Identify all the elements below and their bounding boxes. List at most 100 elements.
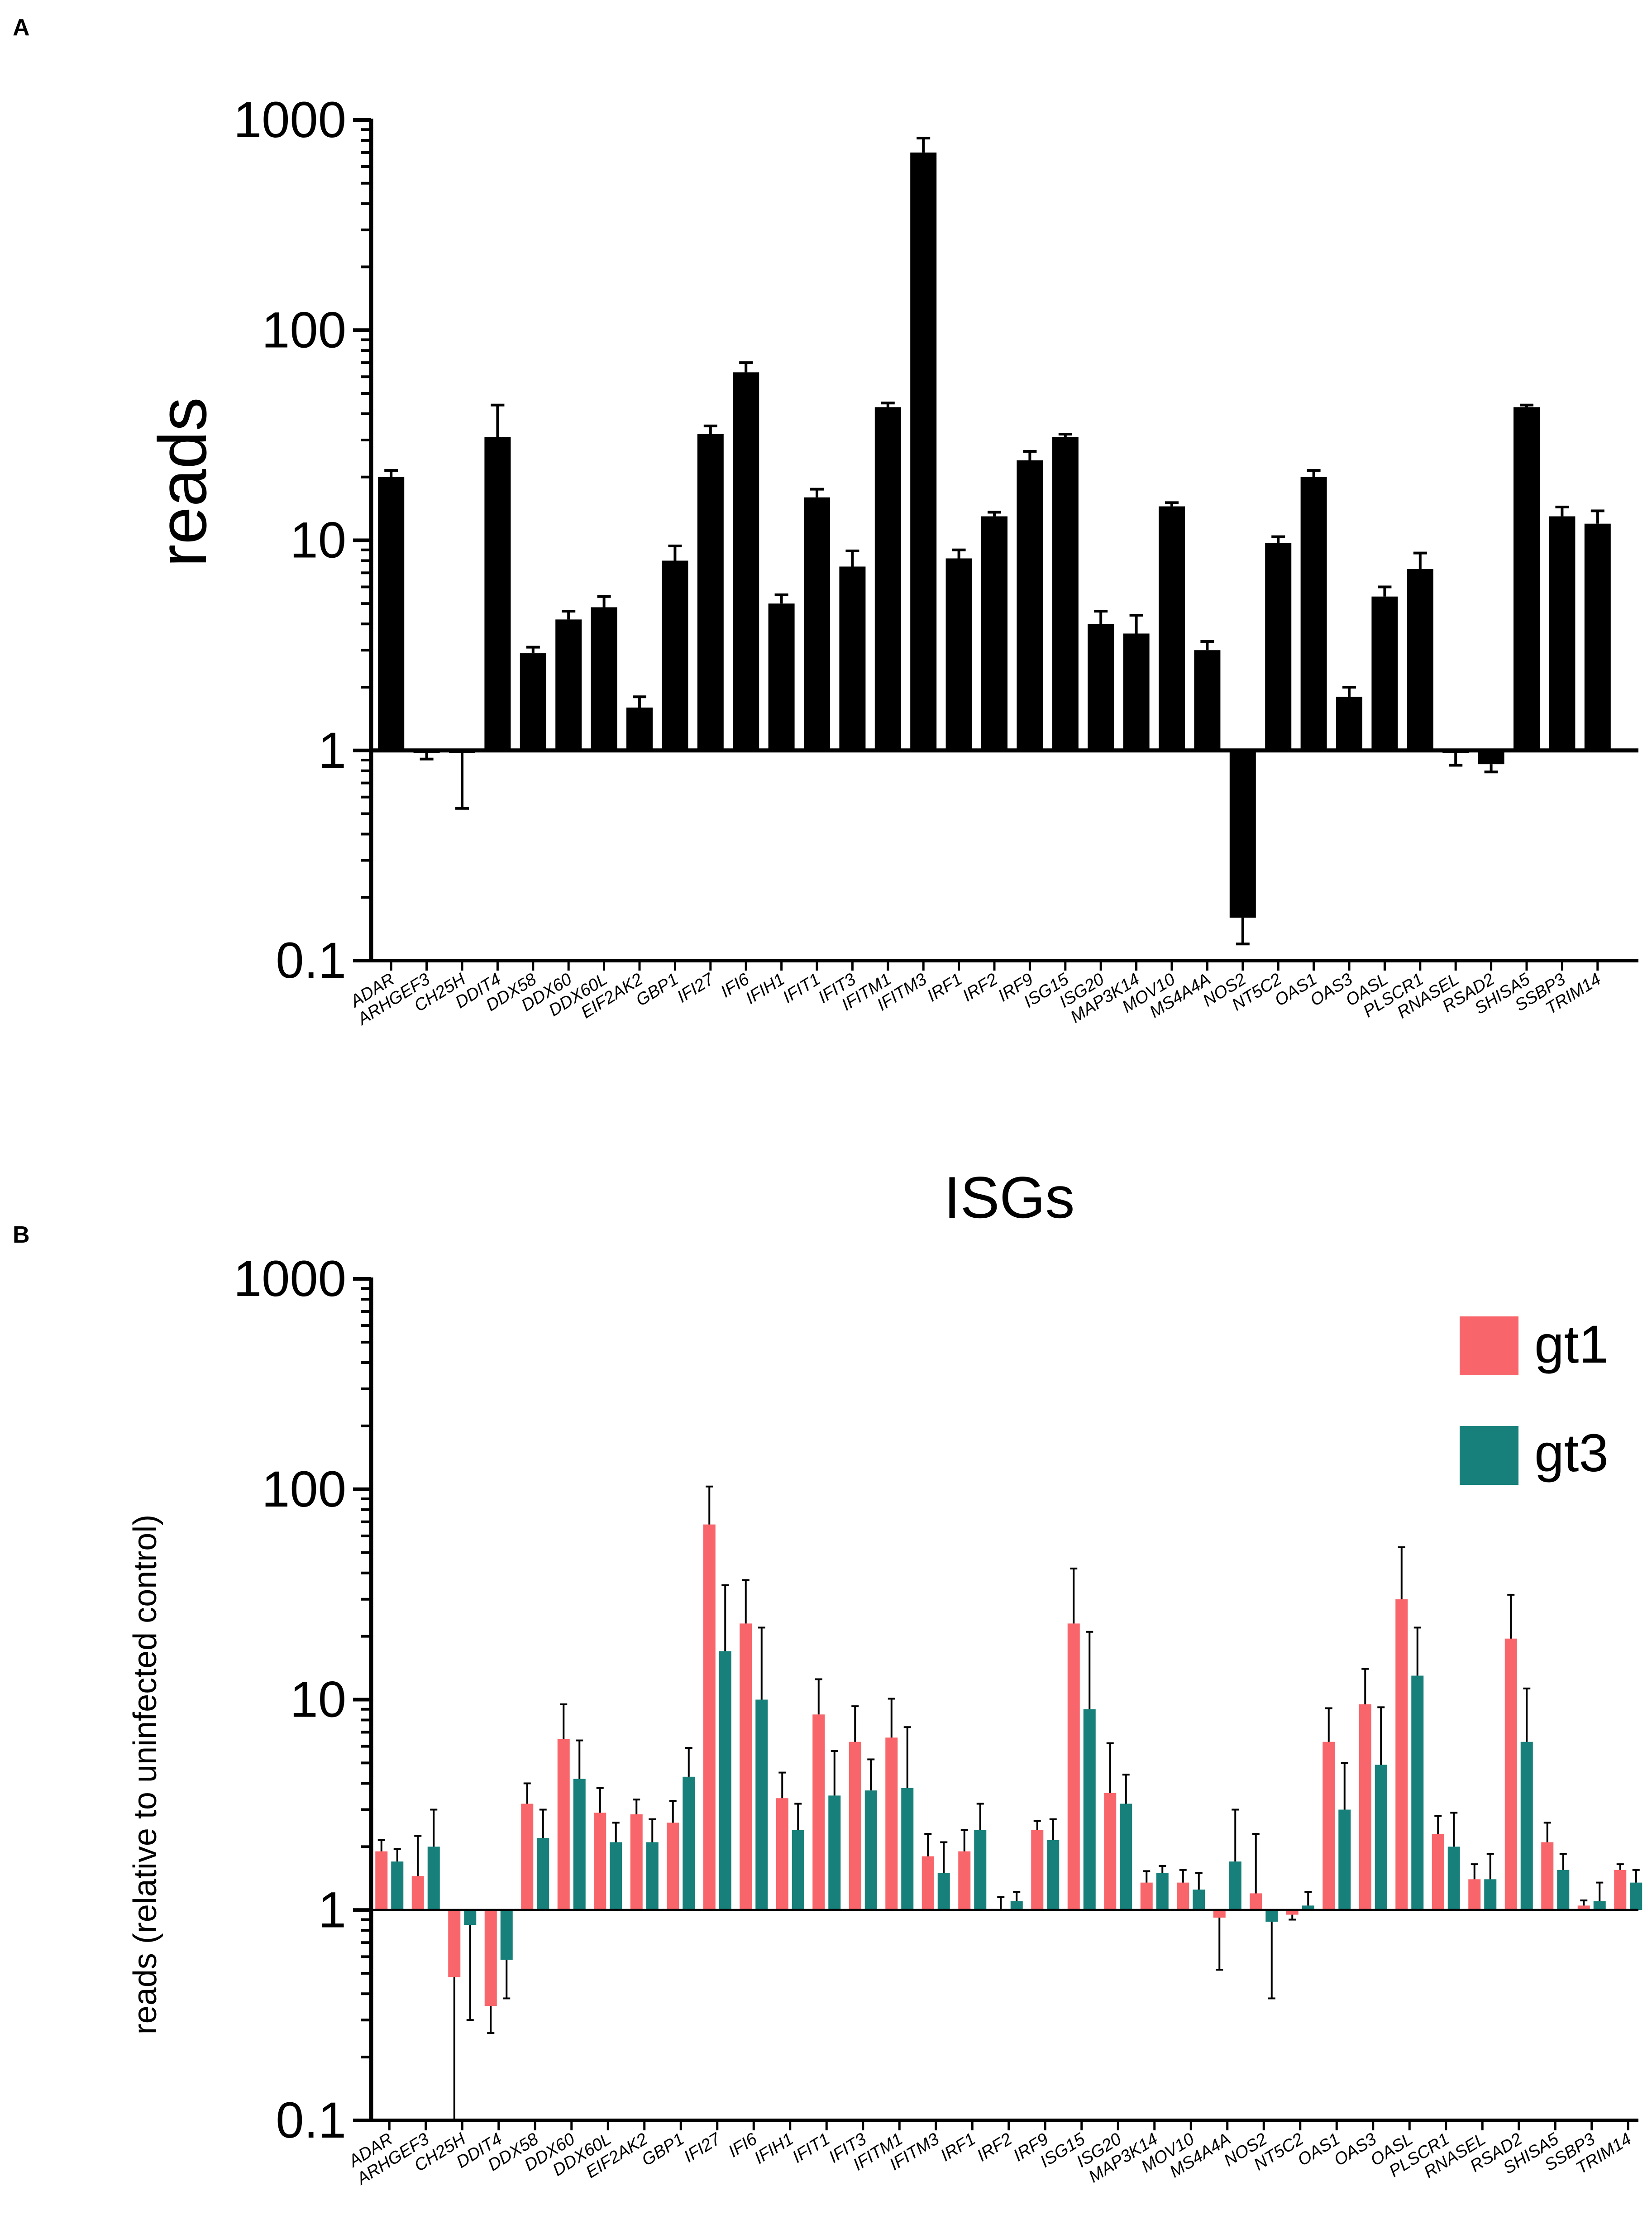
bar-b-gt1-IFITM3 [921, 1856, 934, 1910]
bar-a-reads-IFIH1 [768, 603, 795, 751]
bar-a-reads-DDIT4 [484, 437, 511, 751]
bar-a-reads-MOV10 [1159, 506, 1185, 751]
y-tick-label: 1 [318, 1881, 346, 1938]
bar-a-reads-IFIT3 [839, 566, 866, 751]
bar-b-gt1-CH25H [448, 1910, 461, 1977]
bar-b-gt3-IFIT3 [864, 1790, 877, 1910]
bar-b-gt3-SHISA5 [1557, 1870, 1570, 1910]
legend-label-gt1: gt1 [1534, 1315, 1609, 1374]
panel-b-y-axis-label: reads (relative to uninfected control) [127, 1515, 163, 2035]
bar-b-gt1-IFIT1 [812, 1714, 825, 1910]
x-tick-label-OAS3: OAS3 [1331, 2129, 1380, 2170]
bar-b-gt1-IRF9 [1031, 1830, 1044, 1910]
bar-b-gt3-SSBP3 [1593, 1901, 1606, 1910]
panel-b-title: ISGs [944, 1164, 1075, 1230]
bar-b-gt1-DDX58 [521, 1804, 534, 1910]
y-tick-label: 1000 [234, 1250, 346, 1307]
bar-b-gt3-OASL [1411, 1675, 1424, 1910]
bar-b-gt3-DDX60L [610, 1842, 622, 1910]
bar-a-reads-IFI27 [697, 434, 724, 751]
bar-a-reads-SHISA5 [1514, 407, 1540, 751]
bar-b-gt3-IFITM3 [937, 1873, 950, 1910]
panel-a-plot: 0.11101001000ADARARHGEF3CH25HDDIT4DDX58D… [234, 91, 1638, 1029]
bar-b-gt3-MS4A4A [1229, 1861, 1241, 1910]
bar-b-gt3-GBP1 [683, 1776, 695, 1910]
bar-b-gt3-CH25H [464, 1910, 477, 1925]
bar-b-gt3-DDIT4 [500, 1910, 513, 1960]
bar-b-gt3-MOV10 [1193, 1890, 1205, 1910]
bar-b-gt1-ARHGEF3 [411, 1876, 424, 1910]
bar-b-gt3-EIF2AK2 [646, 1842, 659, 1910]
bar-b-gt1-OAS1 [1323, 1741, 1335, 1910]
bar-b-gt1-DDIT4 [484, 1910, 497, 2006]
bar-a-reads-DDX58 [520, 653, 546, 751]
bar-b-gt1-NOS2 [1250, 1893, 1262, 1910]
bar-b-gt3-IRF1 [974, 1830, 987, 1910]
bar-b-gt1-OAS3 [1359, 1704, 1371, 1910]
panel-a-y-axis-label: reads [144, 397, 220, 567]
bar-b-gt3-IFIT1 [828, 1795, 841, 1910]
bar-b-gt1-NT5C2 [1286, 1910, 1299, 1915]
bar-a-reads-NT5C2 [1265, 543, 1292, 751]
bar-b-gt3-ISG20 [1120, 1804, 1132, 1910]
bar-b-gt1-RSAD2 [1504, 1638, 1517, 1910]
legend-label-gt3: gt3 [1534, 1423, 1609, 1483]
bar-b-gt3-NOS2 [1265, 1910, 1278, 1922]
bar-b-gt1-PLSCR1 [1432, 1834, 1444, 1910]
bar-b-gt3-IFI6 [755, 1699, 768, 1910]
y-tick-label: 100 [262, 1461, 346, 1517]
bar-a-reads-IRF1 [945, 558, 972, 751]
panel-b-label: B [13, 1222, 30, 1248]
bar-b-gt1-IFIT3 [849, 1741, 861, 1910]
bar-a-reads-GBP1 [662, 560, 688, 751]
bar-a-reads-ISG15 [1052, 437, 1079, 751]
bar-a-reads-SSBP3 [1549, 516, 1576, 751]
x-tick-label-IRF2: IRF2 [960, 970, 1001, 1005]
bar-a-reads-MAP3K14 [1123, 633, 1150, 751]
bar-a-reads-OASL [1371, 596, 1398, 751]
bar-b-gt3-MAP3K14 [1156, 1873, 1169, 1910]
bar-b-gt1-TRIM14 [1614, 1870, 1627, 1910]
x-tick-label-IFIH1: IFIH1 [742, 970, 788, 1008]
bar-b-gt1-DDX60 [557, 1739, 570, 1910]
y-tick-label: 1000 [234, 91, 346, 148]
bar-a-reads-IRF2 [981, 516, 1007, 751]
bar-b-gt3-IFI27 [719, 1651, 731, 1910]
bar-a-reads-PLSCR1 [1407, 569, 1433, 751]
bar-a-reads-RSAD2 [1478, 750, 1504, 765]
bar-a-reads-IRF9 [1017, 460, 1043, 751]
bar-b-gt1-MAP3K14 [1140, 1882, 1153, 1910]
bar-a-reads-IFIT1 [804, 497, 830, 751]
legend-swatch-gt3 [1460, 1426, 1518, 1485]
x-tick-label-IFIH1: IFIH1 [751, 2129, 797, 2168]
bar-b-gt1-ADAR [375, 1851, 388, 1910]
legend: gt1 gt3 [1460, 1315, 1609, 1485]
bar-b-gt3-IRF9 [1047, 1840, 1060, 1910]
bar-a-reads-NOS2 [1229, 750, 1256, 918]
bar-b-gt1-IFI27 [703, 1524, 716, 1910]
y-tick-label: 10 [290, 512, 346, 569]
y-tick-label: 1 [318, 722, 346, 779]
bar-b-gt3-IFITM1 [901, 1788, 914, 1910]
bar-b-gt1-ISG15 [1067, 1623, 1080, 1910]
panel-a-label: A [13, 14, 30, 41]
bar-b-gt3-ADAR [391, 1861, 404, 1910]
bar-b-gt1-ISG20 [1104, 1793, 1117, 1910]
bar-b-gt3-RNASEL [1484, 1879, 1497, 1910]
x-tick-label-IRF2: IRF2 [974, 2129, 1015, 2165]
x-tick-label-IFI27: IFI27 [681, 2129, 725, 2166]
bar-b-gt1-SHISA5 [1541, 1842, 1554, 1910]
bar-a-reads-MS4A4A [1194, 650, 1221, 751]
x-tick-label-IRF1: IRF1 [937, 2129, 979, 2165]
bar-b-gt1-GBP1 [667, 1823, 679, 1910]
bar-b-gt3-ARHGEF3 [427, 1847, 440, 1910]
bar-b-gt3-RSAD2 [1520, 1741, 1533, 1910]
bar-a-reads-IFI6 [733, 372, 759, 751]
bar-a-reads-DDX60L [591, 607, 617, 751]
bar-b-gt3-IFIH1 [792, 1830, 804, 1910]
bar-a-reads-IFITM3 [910, 152, 937, 751]
bar-b-gt1-IFITM1 [885, 1737, 898, 1910]
bar-a-reads-ADAR [378, 477, 405, 751]
bar-b-gt3-IRF2 [1010, 1901, 1023, 1910]
